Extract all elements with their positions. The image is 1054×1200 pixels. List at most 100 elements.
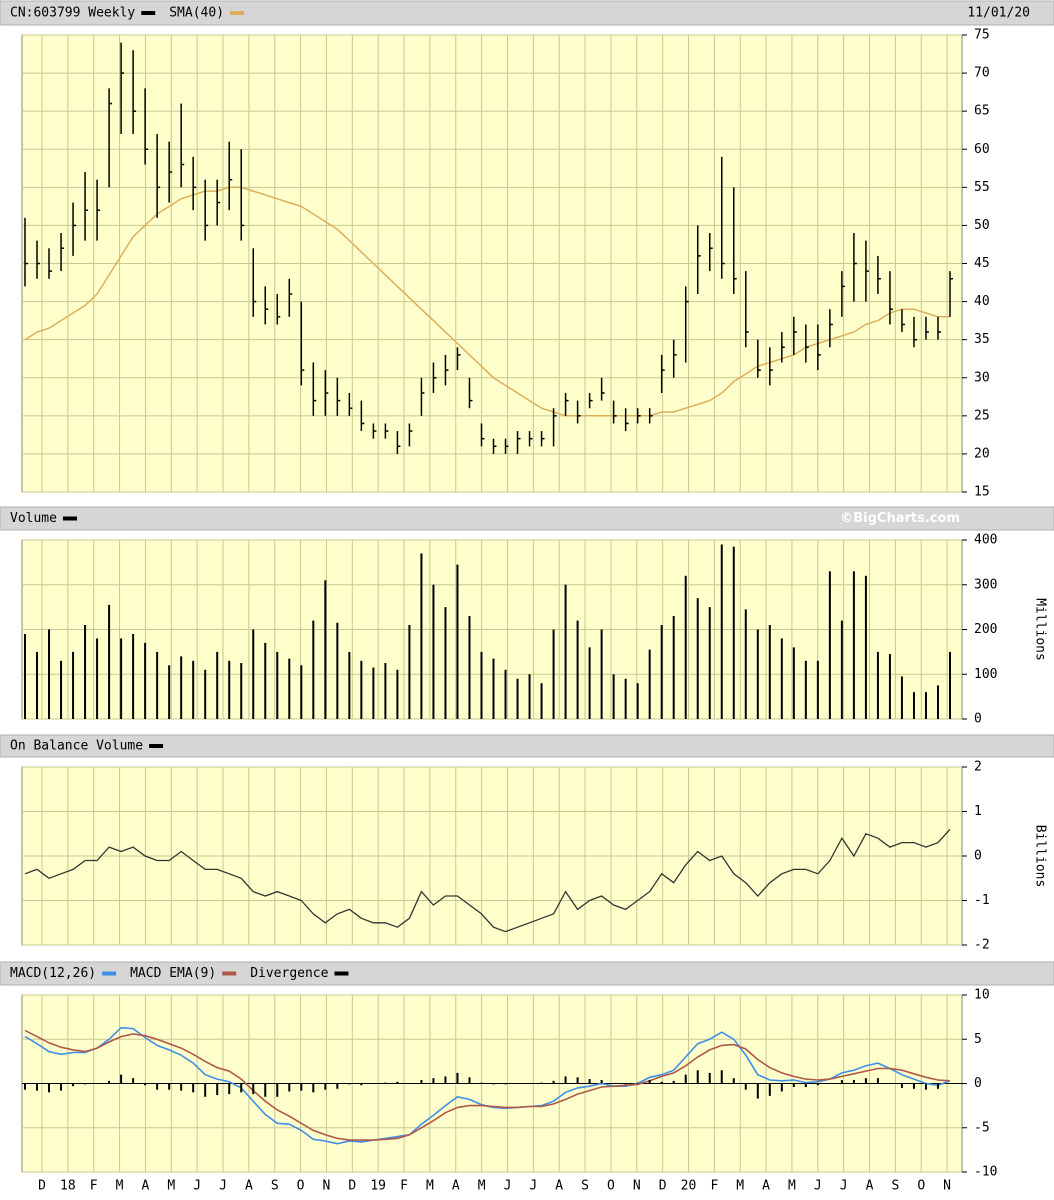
divergence-bar — [156, 1083, 159, 1090]
y-tick-label: 45 — [974, 256, 990, 271]
volume-bar — [156, 651, 159, 719]
volume-bar — [456, 564, 459, 719]
divergence-bar — [216, 1083, 219, 1096]
divergence-bar — [276, 1083, 279, 1097]
volume-bar — [108, 604, 111, 719]
divergence-bar — [756, 1083, 759, 1099]
x-tick-label: J — [504, 1179, 512, 1194]
divergence-bar — [864, 1078, 867, 1084]
legend-swatch — [102, 971, 117, 976]
legend-swatch — [230, 11, 245, 15]
divergence-bar — [852, 1079, 855, 1084]
divergence-bar — [792, 1083, 795, 1088]
divergence-bar — [492, 1083, 495, 1085]
divergence-bar — [552, 1080, 555, 1084]
x-tick-label: J — [814, 1179, 822, 1194]
divergence-bar — [780, 1083, 783, 1092]
legend-label: SMA(40) — [169, 6, 224, 21]
y-tick-label: -1 — [974, 893, 990, 908]
volume-bar — [744, 609, 747, 719]
x-tick-label: 18 — [60, 1179, 76, 1194]
divergence-bar — [900, 1083, 903, 1088]
volume-bar — [96, 638, 99, 719]
y-tick-label: -10 — [974, 1165, 997, 1180]
volume-bar — [396, 669, 399, 719]
volume-bar — [504, 669, 507, 719]
legend-swatch — [222, 971, 237, 976]
divergence-bar — [444, 1076, 447, 1084]
y-axis-label: Millions — [1033, 598, 1048, 661]
x-tick-label: D — [348, 1179, 356, 1194]
volume-bar — [900, 676, 903, 719]
volume-bar — [732, 546, 735, 719]
divergence-bar — [468, 1077, 471, 1084]
y-tick-label: 0 — [974, 849, 982, 864]
divergence-bar — [600, 1079, 603, 1084]
volume-bar — [804, 660, 807, 719]
divergence-bar — [924, 1083, 927, 1090]
volume-bar — [468, 616, 471, 719]
divergence-bar — [48, 1083, 51, 1093]
divergence-bar — [384, 1082, 387, 1084]
x-tick-label: O — [917, 1179, 925, 1194]
volume-bar — [228, 660, 231, 719]
divergence-bar — [744, 1083, 747, 1090]
divergence-bar — [204, 1083, 207, 1097]
y-tick-label: 15 — [974, 485, 990, 500]
y-tick-label: 10 — [974, 988, 990, 1003]
y-axis-label: Billions — [1033, 825, 1048, 888]
x-tick-label: S — [581, 1179, 589, 1194]
volume-bar — [492, 658, 495, 719]
divergence-bar — [624, 1083, 627, 1085]
divergence-bar — [660, 1081, 663, 1084]
divergence-bar — [168, 1083, 171, 1090]
x-tick-label: O — [607, 1179, 615, 1194]
divergence-bar — [240, 1083, 243, 1093]
volume-bar — [636, 683, 639, 719]
panel-header — [0, 961, 1054, 986]
volume-bar — [684, 575, 687, 719]
x-tick-label: S — [271, 1179, 279, 1194]
volume-bar — [360, 660, 363, 719]
x-tick-label: A — [866, 1179, 874, 1194]
divergence-bar — [360, 1083, 363, 1086]
x-tick-label: F — [90, 1179, 98, 1194]
divergence-bar — [192, 1083, 195, 1093]
legend-label: On Balance Volume — [10, 739, 143, 754]
x-tick-label: D — [659, 1179, 667, 1194]
obv-line — [24, 828, 951, 933]
x-tick-label: O — [297, 1179, 305, 1194]
volume-bar — [372, 667, 375, 719]
divergence-bar — [120, 1074, 123, 1084]
volume-bar — [756, 629, 759, 719]
x-tick-label: A — [245, 1179, 253, 1194]
x-tick-label: M — [426, 1179, 434, 1194]
volume-bar — [384, 663, 387, 719]
y-tick-label: -5 — [974, 1120, 990, 1135]
divergence-bar — [456, 1072, 459, 1084]
volume-bar — [780, 638, 783, 719]
divergence-bar — [108, 1080, 111, 1084]
x-tick-label: A — [142, 1179, 150, 1194]
x-tick-label: A — [452, 1179, 460, 1194]
y-tick-label: 55 — [974, 180, 990, 195]
volume-bar — [288, 658, 291, 719]
x-tick-label: J — [193, 1179, 201, 1194]
y-tick-label: 65 — [974, 104, 990, 119]
volume-bar — [276, 651, 279, 719]
y-tick-label: -2 — [974, 938, 990, 953]
volume-bar — [516, 678, 519, 719]
x-tick-label: M — [167, 1179, 175, 1194]
divergence-bar — [228, 1083, 231, 1095]
volume-bar — [888, 654, 891, 719]
y-tick-label: 30 — [974, 370, 990, 385]
y-tick-label: 2 — [974, 760, 982, 775]
divergence-bar — [648, 1079, 651, 1084]
volume-bar — [204, 669, 207, 719]
divergence-bar — [540, 1082, 543, 1084]
divergence-bar — [672, 1080, 675, 1084]
divergence-bar — [132, 1078, 135, 1084]
divergence-bar — [696, 1070, 699, 1084]
volume-bar — [432, 584, 435, 719]
